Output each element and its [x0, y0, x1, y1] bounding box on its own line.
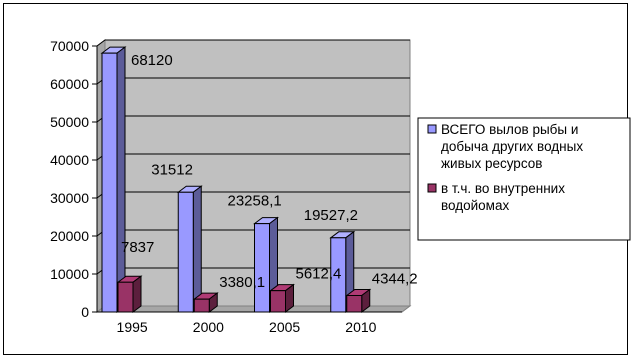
bar	[330, 237, 347, 313]
legend-box	[417, 117, 631, 241]
bar	[270, 290, 286, 313]
y-tick-label: 70000	[50, 38, 89, 54]
legend-label: в т.ч. во внутренних	[441, 181, 565, 196]
data-label: 3380,1	[219, 274, 265, 291]
y-tick-label: 10000	[50, 266, 89, 282]
legend-swatch	[427, 124, 437, 134]
data-label: 19527,2	[304, 207, 358, 224]
bar-side	[192, 185, 202, 313]
x-tick-label: 2005	[269, 319, 300, 335]
data-label: 68120	[131, 52, 173, 69]
y-tick-label: 50000	[50, 114, 89, 130]
data-label: 23258,1	[228, 193, 282, 210]
data-label: 31512	[151, 161, 193, 178]
y-tick-label: 40000	[50, 152, 89, 168]
bar-side	[116, 46, 126, 313]
x-tick-label: 2010	[345, 319, 376, 335]
bar	[346, 294, 363, 313]
legend-label: живых ресурсов	[441, 156, 542, 171]
data-label: 7837	[121, 239, 154, 256]
data-label: 4344,2	[372, 270, 418, 287]
y-tick-label: 20000	[50, 228, 89, 244]
y-tick-label: 60000	[50, 76, 89, 92]
data-label: 5612,4	[296, 266, 342, 283]
legend-label: добыча других водных	[441, 139, 583, 154]
bar	[117, 281, 134, 313]
y-tick-label: 30000	[50, 190, 89, 206]
bar	[177, 191, 194, 313]
bar	[193, 298, 210, 313]
bar	[101, 52, 118, 313]
y-gridline	[96, 39, 410, 47]
legend-label: ВСЕГО вылов рыбы и	[441, 122, 578, 137]
y-tick-label: 0	[81, 304, 89, 320]
bar	[254, 223, 270, 313]
legend-swatch	[427, 183, 437, 193]
legend-label: водойомах	[441, 198, 509, 213]
x-tick-label: 1995	[117, 319, 148, 335]
x-tick-label: 2000	[193, 319, 224, 335]
bar-side	[132, 275, 142, 313]
